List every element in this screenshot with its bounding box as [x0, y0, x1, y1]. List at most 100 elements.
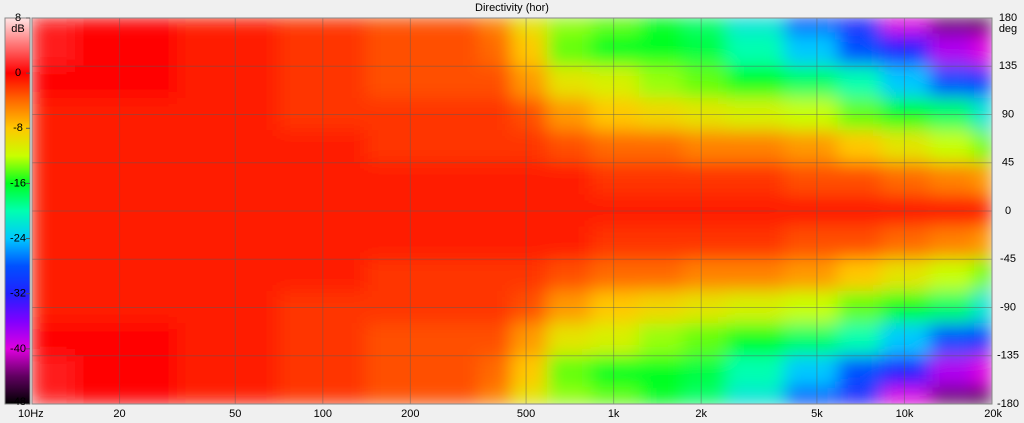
- heat-cell: [929, 18, 975, 35]
- heat-cell: [590, 162, 640, 196]
- heat-cell: [176, 97, 280, 132]
- heat-cell: [929, 33, 975, 67]
- heat-cell: [638, 387, 684, 404]
- colorbar-tick-label: -16: [10, 177, 26, 189]
- heat-cell: [32, 33, 77, 67]
- heat-cell: [973, 194, 992, 228]
- heat-cell: [590, 97, 640, 132]
- y-tick-label: 90: [1002, 108, 1014, 120]
- heat-cell: [75, 387, 178, 404]
- heat-cell: [511, 387, 548, 404]
- heat-cell: [784, 323, 839, 357]
- heat-cell: [278, 226, 368, 260]
- heat-cell: [75, 33, 178, 67]
- heat-cell: [881, 290, 931, 325]
- heat-cell: [435, 97, 481, 132]
- colorbar-label: dB: [11, 23, 24, 35]
- heat-cell: [881, 97, 931, 132]
- heat-cell: [638, 355, 684, 389]
- heat-cell: [75, 162, 178, 196]
- heat-cell: [546, 97, 592, 132]
- heat-cell: [435, 323, 481, 357]
- heat-cell: [546, 355, 592, 389]
- heat-cell: [682, 387, 728, 404]
- heat-cell: [881, 162, 931, 196]
- heat-cell: [682, 18, 728, 35]
- x-tick-label: 1k: [608, 408, 620, 420]
- heat-cell: [511, 355, 548, 389]
- heat-cell: [511, 97, 548, 132]
- heat-cell: [479, 226, 513, 260]
- heat-cell: [366, 226, 437, 260]
- heat-cell: [726, 290, 786, 325]
- y-tick-label: -90: [1000, 301, 1016, 313]
- heat-cell: [784, 387, 839, 404]
- heat-cell: [638, 323, 684, 357]
- heat-cell: [682, 130, 728, 164]
- heat-cell: [682, 97, 728, 132]
- heat-cell: [784, 290, 839, 325]
- heat-cell: [590, 355, 640, 389]
- heat-cell: [75, 130, 178, 164]
- heat-cell: [784, 65, 839, 99]
- heat-cell: [366, 323, 437, 357]
- heat-cell: [929, 387, 975, 404]
- heat-cell: [32, 290, 77, 325]
- heat-cell: [726, 387, 786, 404]
- heat-cell: [881, 226, 931, 260]
- heat-cell: [75, 194, 178, 228]
- heat-cell: [75, 258, 178, 292]
- y-tick-label: -180: [997, 398, 1019, 410]
- heat-cell: [726, 65, 786, 99]
- heat-cell: [479, 258, 513, 292]
- heat-cell: [366, 162, 437, 196]
- heat-cell: [929, 65, 975, 99]
- heat-cell: [837, 97, 883, 132]
- heat-cell: [32, 323, 77, 357]
- heat-cell: [726, 258, 786, 292]
- heat-cell: [837, 226, 883, 260]
- heat-cell: [278, 33, 368, 67]
- x-tick-label: 5k: [811, 408, 823, 420]
- heat-cell: [682, 226, 728, 260]
- heat-cell: [479, 162, 513, 196]
- heat-cell: [546, 323, 592, 357]
- heat-cell: [726, 18, 786, 35]
- heat-cell: [546, 18, 592, 35]
- heat-cell: [32, 258, 77, 292]
- y-axis-label: deg: [999, 23, 1017, 35]
- heat-cell: [837, 130, 883, 164]
- heat-cell: [479, 387, 513, 404]
- heat-cell: [435, 355, 481, 389]
- heat-cell: [176, 355, 280, 389]
- heat-cell: [366, 355, 437, 389]
- heat-cell: [837, 258, 883, 292]
- heat-cell: [973, 387, 992, 404]
- heat-cell: [75, 226, 178, 260]
- heat-cell: [590, 18, 640, 35]
- heat-cell: [435, 65, 481, 99]
- heat-cell: [881, 33, 931, 67]
- heat-cell: [682, 33, 728, 67]
- heat-cell: [511, 258, 548, 292]
- heat-cell: [479, 65, 513, 99]
- heat-cell: [176, 162, 280, 196]
- heat-cell: [32, 355, 77, 389]
- heat-cell: [511, 323, 548, 357]
- heat-cell: [590, 258, 640, 292]
- heat-cell: [638, 162, 684, 196]
- heat-cell: [784, 97, 839, 132]
- heat-cell: [590, 65, 640, 99]
- colorbar-tick-label: -32: [10, 288, 26, 300]
- x-tick-label: 10k: [896, 408, 914, 420]
- heat-cell: [638, 130, 684, 164]
- heat-cell: [546, 258, 592, 292]
- heat-cell: [973, 97, 992, 132]
- heat-cell: [837, 33, 883, 67]
- heat-cell: [546, 130, 592, 164]
- colorbar-tick-label: -40: [10, 343, 26, 355]
- heat-cell: [726, 355, 786, 389]
- heat-cell: [32, 226, 77, 260]
- heat-cell: [479, 290, 513, 325]
- heat-cell: [32, 18, 77, 35]
